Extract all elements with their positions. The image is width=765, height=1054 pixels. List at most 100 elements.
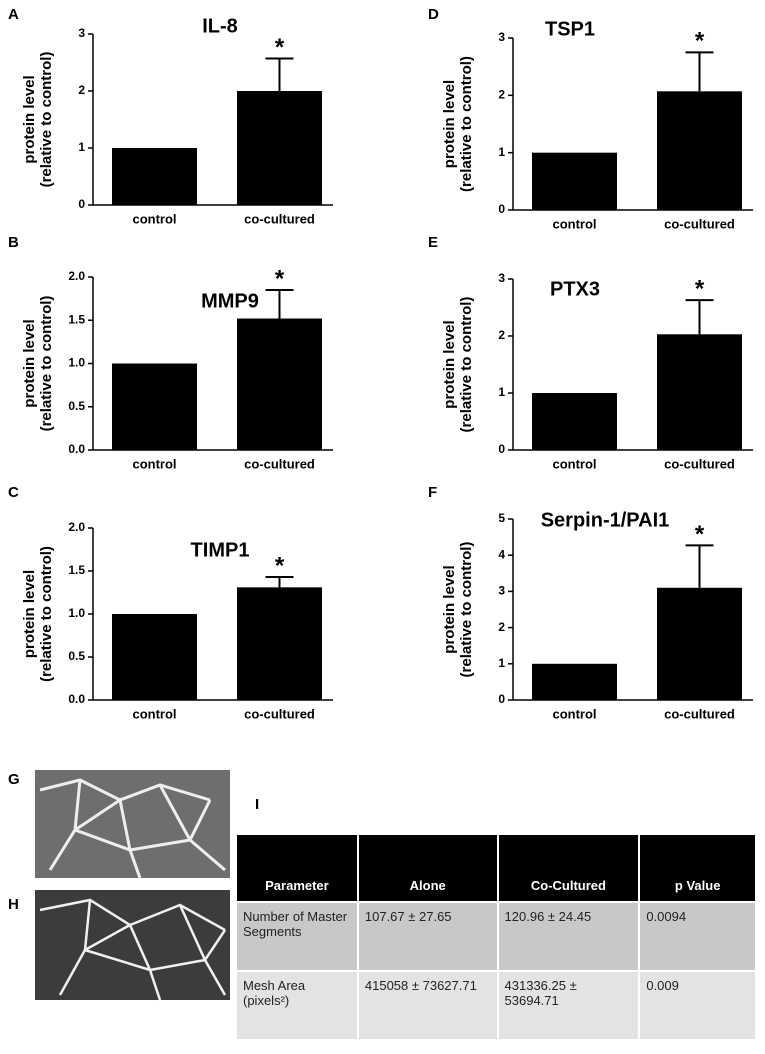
x-tick-label: control bbox=[552, 706, 596, 721]
y-axis-label: (relative to control) bbox=[458, 56, 475, 192]
y-tick-label: 2 bbox=[498, 88, 505, 102]
y-tick-label: 3 bbox=[78, 26, 85, 40]
y-axis-label: protein level bbox=[441, 80, 458, 168]
x-tick-label: co-cultured bbox=[244, 706, 315, 721]
x-tick-label: control bbox=[132, 211, 176, 226]
header-row: Parameter Alone Co-Cultured p Value bbox=[237, 835, 757, 902]
chart-title: MMP9 bbox=[201, 290, 259, 312]
y-tick-label: 1 bbox=[498, 385, 505, 399]
x-tick-label: co-cultured bbox=[244, 211, 315, 226]
y-axis-label: (relative to control) bbox=[38, 546, 55, 682]
y-tick-label: 0.5 bbox=[68, 649, 85, 663]
y-tick-label: 1.5 bbox=[68, 312, 85, 326]
table-cell: 0.0094 bbox=[639, 901, 757, 971]
y-tick-label: 0 bbox=[78, 197, 85, 211]
y-axis-label: protein level bbox=[21, 75, 38, 163]
panel-letter: C bbox=[8, 484, 19, 501]
x-tick-label: control bbox=[132, 706, 176, 721]
bar bbox=[657, 334, 742, 450]
y-tick-label: 1.5 bbox=[68, 563, 85, 577]
y-axis-label: (relative to control) bbox=[458, 297, 475, 433]
table-cell: Mesh Area (pixels²) bbox=[237, 970, 359, 1039]
table-row: Number of Master Segments 107.67 ± 27.65 1… bbox=[237, 901, 757, 971]
y-axis-label: protein level bbox=[21, 319, 38, 407]
panel-letter: B bbox=[8, 234, 19, 251]
y-tick-label: 1.0 bbox=[68, 606, 85, 620]
header-cell: Alone bbox=[357, 835, 499, 902]
bar bbox=[237, 91, 322, 205]
header-cell: p Value bbox=[639, 835, 757, 902]
y-tick-label: 2 bbox=[78, 83, 85, 97]
bar bbox=[657, 91, 742, 210]
chart-title: IL-8 bbox=[202, 15, 238, 37]
panel-letter: G bbox=[8, 771, 20, 788]
data-table: Parameter Alone Co-Cultured p Value Number … bbox=[237, 835, 757, 1039]
significance-mark: * bbox=[275, 34, 285, 61]
table-cell: 0.009 bbox=[639, 970, 757, 1039]
table-cell: 431336.25 ± 53694.71 bbox=[497, 970, 641, 1039]
y-tick-label: 1 bbox=[498, 656, 505, 670]
panel-letter: I bbox=[255, 796, 259, 813]
y-axis-label: protein level bbox=[21, 570, 38, 658]
panel-letter: F bbox=[428, 484, 437, 501]
table-cell: 415058 ± 73627.71 bbox=[357, 970, 499, 1039]
y-tick-label: 0.0 bbox=[68, 692, 85, 706]
micrograph-h bbox=[35, 890, 230, 1001]
y-tick-label: 3 bbox=[498, 271, 505, 285]
y-axis-label: protein level bbox=[441, 320, 458, 408]
table-cell: 107.67 ± 27.65 bbox=[357, 901, 499, 971]
significance-mark: * bbox=[275, 265, 285, 292]
y-tick-label: 5 bbox=[498, 511, 505, 525]
significance-mark: * bbox=[275, 552, 285, 579]
y-tick-label: 0.0 bbox=[68, 442, 85, 456]
table-body: Number of Master Segments 107.67 ± 27.65 1… bbox=[237, 901, 757, 1039]
y-axis-label: protein level bbox=[441, 565, 458, 653]
y-tick-label: 1 bbox=[498, 145, 505, 159]
y-tick-label: 1.0 bbox=[68, 356, 85, 370]
y-tick-label: 3 bbox=[498, 30, 505, 44]
x-tick-label: co-cultured bbox=[664, 456, 735, 471]
bar bbox=[657, 587, 742, 700]
significance-mark: * bbox=[695, 521, 705, 548]
y-tick-label: 2 bbox=[498, 328, 505, 342]
bar bbox=[237, 587, 322, 700]
header-cell: Parameter bbox=[237, 835, 359, 902]
y-tick-label: 0 bbox=[498, 202, 505, 216]
chart-title: TIMP1 bbox=[191, 539, 250, 561]
panel-letter: A bbox=[8, 6, 19, 23]
table-row: Mesh Area (pixels²) 415058 ± 73627.71 4313… bbox=[237, 970, 757, 1039]
y-tick-label: 0.5 bbox=[68, 399, 85, 413]
bar bbox=[532, 663, 617, 700]
panel-letter: E bbox=[428, 234, 438, 251]
bar bbox=[237, 318, 322, 450]
x-tick-label: control bbox=[132, 456, 176, 471]
chart-title: TSP1 bbox=[545, 18, 595, 40]
table-cell: 120.96 ± 24.45 bbox=[497, 901, 641, 971]
panel-letter: D bbox=[428, 6, 439, 23]
y-axis-label: (relative to control) bbox=[38, 52, 55, 188]
y-tick-label: 2 bbox=[498, 620, 505, 634]
significance-mark: * bbox=[695, 275, 705, 302]
table-cell: Number of Master Segments bbox=[237, 901, 359, 971]
y-tick-label: 0 bbox=[498, 692, 505, 706]
bar bbox=[532, 393, 617, 450]
y-tick-label: 1 bbox=[78, 140, 85, 154]
x-tick-label: control bbox=[552, 456, 596, 471]
chart-title: PTX3 bbox=[550, 278, 600, 300]
bar bbox=[112, 363, 197, 450]
y-tick-label: 4 bbox=[498, 547, 505, 561]
bar bbox=[532, 152, 617, 210]
chart-title: Serpin-1/PAI1 bbox=[541, 509, 670, 531]
bar bbox=[112, 148, 197, 205]
y-tick-label: 3 bbox=[498, 584, 505, 598]
y-tick-label: 2.0 bbox=[68, 269, 85, 283]
significance-mark: * bbox=[695, 28, 705, 55]
x-tick-label: co-cultured bbox=[244, 456, 315, 471]
panel-letter: H bbox=[8, 896, 19, 913]
y-tick-label: 0 bbox=[498, 442, 505, 456]
x-tick-label: co-cultured bbox=[664, 216, 735, 231]
y-tick-label: 2.0 bbox=[68, 520, 85, 534]
micrograph-g bbox=[35, 770, 230, 879]
